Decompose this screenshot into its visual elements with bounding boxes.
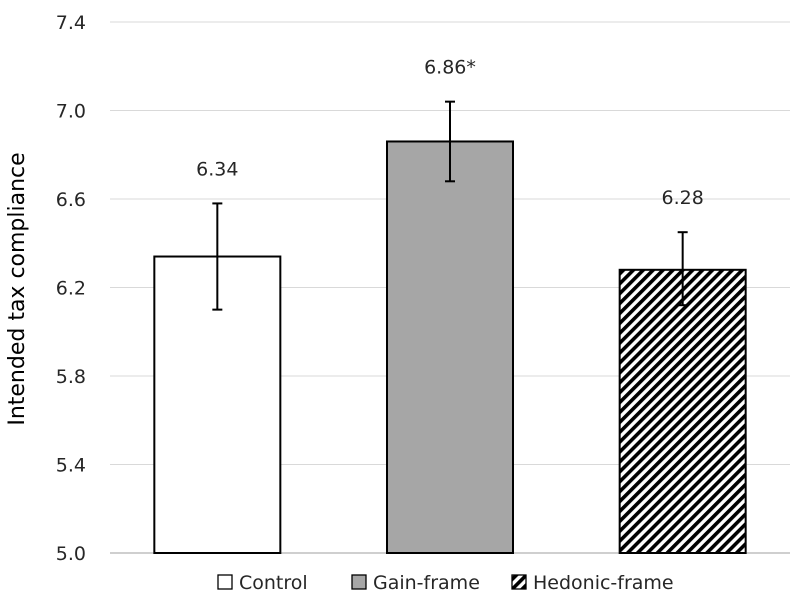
bar-hedonic-frame xyxy=(618,268,747,554)
data-label: 6.28 xyxy=(662,187,704,209)
legend-swatch-control xyxy=(217,574,233,590)
data-labels: 6.34 6.86* 6.28 xyxy=(196,57,704,210)
legend-label-control: Control xyxy=(239,572,308,594)
data-label: 6.34 xyxy=(196,158,238,180)
y-tick-label: 7.0 xyxy=(56,101,86,123)
error-bars xyxy=(212,100,688,311)
legend-label-hedonic-frame: Hedonic-frame xyxy=(533,572,674,594)
y-tick-label: 5.8 xyxy=(56,366,86,388)
bar-gain-frame xyxy=(386,140,514,554)
y-tick-label: 6.6 xyxy=(56,189,86,211)
legend-swatch-gain-frame xyxy=(351,574,367,590)
legend-swatch-hedonic-frame xyxy=(511,574,527,590)
bars xyxy=(153,140,747,554)
legend: Control Gain-frame Hedonic-frame xyxy=(217,572,674,594)
y-axis-title: Intended tax compliance xyxy=(5,152,30,425)
y-tick-label: 5.0 xyxy=(56,543,86,565)
legend-label-gain-frame: Gain-frame xyxy=(373,572,480,594)
y-tick-label: 6.2 xyxy=(56,278,86,300)
y-tick-label: 7.4 xyxy=(56,12,86,34)
y-tick-labels: 5.0 5.4 5.8 6.2 6.6 7.0 7.4 xyxy=(56,12,86,565)
data-label: 6.86* xyxy=(424,57,476,79)
y-tick-label: 5.4 xyxy=(56,455,86,477)
